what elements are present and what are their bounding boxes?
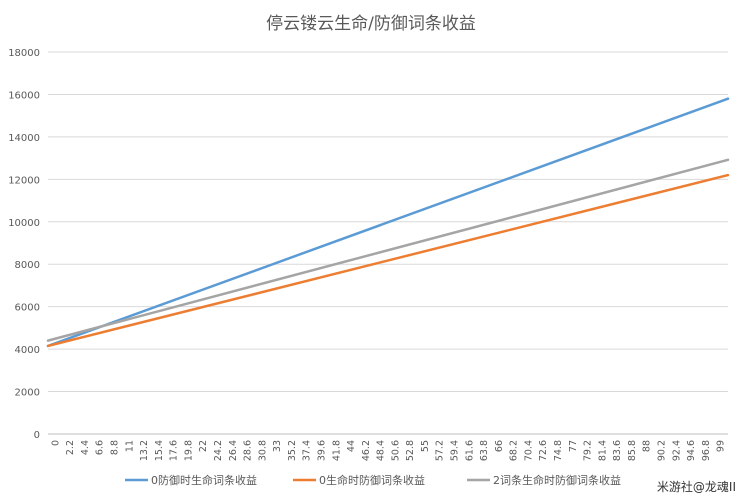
x-tick-label: 74.8 — [553, 440, 564, 461]
y-tick-label: 6000 — [15, 303, 40, 314]
watermark-text: 米游社@龙魂II — [657, 479, 736, 494]
y-tick-label: 16000 — [8, 90, 40, 101]
x-tick-label: 37.4 — [302, 440, 313, 461]
x-tick-label: 15.4 — [154, 440, 165, 461]
chart-title: 停云镂云生命/防御词条收益 — [266, 14, 476, 34]
x-tick-label: 44 — [346, 440, 357, 452]
x-tick-label: 30.8 — [257, 440, 268, 461]
x-tick-label: 17.6 — [169, 440, 180, 461]
x-tick-label: 90.2 — [656, 440, 667, 461]
x-tick-label: 11 — [124, 440, 135, 452]
x-tick-label: 61.6 — [464, 440, 475, 461]
x-tick-label: 24.2 — [213, 440, 224, 461]
x-tick-label: 96.8 — [701, 440, 712, 461]
x-tick-label: 57.2 — [435, 440, 446, 461]
x-tick-label: 35.2 — [287, 440, 298, 461]
x-tick-label: 99 — [716, 440, 727, 452]
x-tick-label: 83.6 — [612, 440, 623, 461]
y-tick-label: 18000 — [8, 48, 40, 59]
x-tick-label: 55 — [420, 440, 431, 452]
y-axis: 0 2000 4000 6000 8000 10000 12000 14000 16000 180… — [8, 48, 40, 441]
x-tick-label: 0 — [50, 440, 61, 446]
y-tick-label: 10000 — [8, 218, 40, 229]
x-tick-label: 92.4 — [671, 440, 682, 461]
x-tick-label: 13.2 — [139, 440, 150, 461]
x-tick-label: 52.8 — [405, 440, 416, 461]
x-tick-label: 81.4 — [597, 440, 608, 461]
x-tick-label: 77 — [568, 440, 579, 452]
legend-label-0: 0防御时生命词条收益 — [151, 473, 257, 487]
x-tick-label: 22 — [198, 440, 209, 452]
x-tick-label: 88 — [642, 440, 653, 452]
y-tick-label: 0 — [34, 430, 40, 441]
series-line-2 — [46, 158, 730, 342]
x-tick-label: 66 — [494, 440, 505, 452]
x-tick-label: 50.6 — [390, 440, 401, 461]
x-tick-label: 8.8 — [110, 440, 121, 455]
x-tick-label: 85.8 — [627, 440, 638, 461]
x-tick-label: 19.8 — [183, 440, 194, 461]
x-tick-label: 68.2 — [509, 440, 520, 461]
x-tick-label: 33 — [272, 440, 283, 452]
x-tick-label: 28.6 — [243, 440, 254, 461]
x-tick-label: 59.4 — [450, 440, 461, 461]
x-tick-label: 4.4 — [80, 440, 91, 455]
x-tick-label: 39.6 — [316, 440, 327, 461]
x-tick-label: 48.4 — [376, 440, 387, 461]
x-tick-label: 41.8 — [331, 440, 342, 461]
x-tick-label: 79.2 — [583, 440, 594, 461]
y-tick-label: 12000 — [8, 175, 40, 186]
series-line-0 — [46, 97, 730, 348]
x-axis: 0 2.2 4.4 6.6 8.8 11 13.2 15.4 17.6 19.8 22 24.2 26.… — [48, 433, 728, 461]
legend-label-1: 0生命时防御词条收益 — [319, 473, 425, 487]
series-line-1 — [46, 173, 730, 348]
y-tick-label: 4000 — [15, 345, 40, 356]
x-tick-label: 72.6 — [538, 440, 549, 461]
legend: 0防御时生命词条收益 0生命时防御词条收益 2词条生命时防御词条收益 — [125, 473, 621, 487]
y-tick-label: 2000 — [15, 388, 40, 399]
legend-label-2: 2词条生命时防御词条收益 — [493, 473, 621, 487]
x-tick-label: 70.4 — [523, 440, 534, 461]
y-tick-label: 14000 — [8, 133, 40, 144]
x-tick-label: 46.2 — [361, 440, 372, 461]
x-tick-label: 94.6 — [686, 440, 697, 461]
x-tick-label: 63.8 — [479, 440, 490, 461]
x-tick-label: 6.6 — [95, 440, 106, 455]
series-layer — [46, 97, 730, 348]
x-tick-label: 26.4 — [228, 440, 239, 461]
y-tick-label: 8000 — [15, 260, 40, 271]
x-tick-label: 2.2 — [65, 440, 76, 455]
